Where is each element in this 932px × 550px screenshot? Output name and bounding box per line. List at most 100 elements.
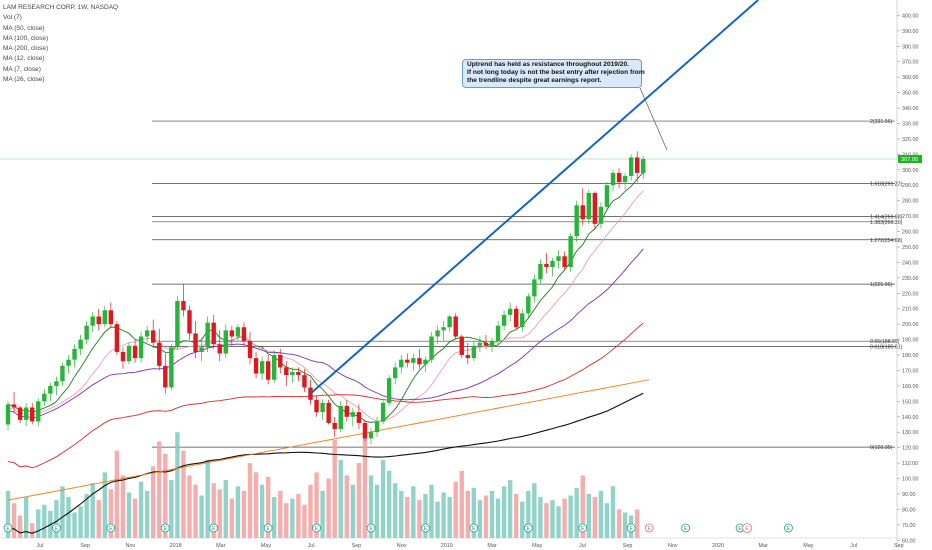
candle-body — [320, 402, 325, 413]
axes-layer — [0, 0, 898, 548]
time-tick-label: May — [803, 543, 813, 549]
price-tick-label: 150.00 — [902, 399, 919, 405]
legend-line-ma100[interactable]: MA (100, close) — [3, 34, 49, 42]
volume-bar — [477, 500, 483, 538]
volume-bar — [326, 478, 331, 538]
volume-bar — [23, 497, 29, 538]
candle-body — [120, 351, 126, 362]
earnings-markers[interactable]: E E E E E E E E E E E E E E E EEE — [3, 523, 793, 533]
volume-bar — [284, 503, 289, 538]
candle-body — [102, 310, 107, 325]
price-tick-label: 60.00 — [902, 538, 916, 544]
candle-body — [290, 372, 295, 376]
future-earnings-label: E — [745, 526, 749, 532]
candle-body — [48, 385, 53, 394]
legend-line-ma200[interactable]: MA (200, close) — [3, 45, 49, 53]
candle-body — [308, 387, 313, 400]
volume-bar — [538, 497, 543, 538]
price-tick-label: 260.00 — [902, 230, 919, 236]
candle-body — [199, 347, 204, 352]
volume-bar — [169, 480, 174, 538]
candle-body — [54, 381, 59, 386]
earnings-marker-label: E — [109, 526, 113, 532]
candle-body — [610, 172, 616, 186]
candle-body — [538, 263, 543, 280]
annotation-line-1: Uptrend has held as resistance throughou… — [467, 61, 629, 68]
volume-bar — [72, 512, 77, 538]
volume-bar — [259, 484, 265, 538]
volume-bar — [308, 484, 313, 538]
candle-body — [175, 301, 180, 348]
candle-body — [326, 402, 331, 423]
fib-level-label: 2(331.56) — [870, 119, 892, 125]
ma-line — [7, 171, 644, 423]
volume-bar — [344, 475, 349, 538]
candle-body — [108, 310, 114, 325]
earnings-marker — [421, 523, 430, 533]
candle-body — [362, 422, 368, 439]
volume-bar — [610, 486, 616, 538]
volume-bar — [598, 490, 604, 538]
resistance-trendline — [309, 0, 759, 395]
fib-level-label: 0.618(185.61) — [870, 344, 903, 350]
annotation-callout[interactable]: Uptrend has held as resistance throughou… — [462, 59, 645, 88]
candle-body — [580, 205, 585, 220]
legend-line-ma7[interactable]: MA (7, close) — [3, 65, 41, 73]
candle-body — [393, 367, 398, 379]
fib-level-label: 0(120.35) — [870, 445, 892, 451]
price-tick-label: 370.00 — [902, 60, 919, 66]
latest-earnings-label: E — [648, 526, 652, 532]
candle-body — [36, 401, 41, 422]
candle-body — [447, 316, 452, 328]
legend-line-ma26[interactable]: MA (26, close) — [3, 76, 45, 84]
candle-body — [429, 336, 434, 360]
volume-bar — [604, 503, 610, 538]
time-tick-label: Mar — [216, 543, 225, 549]
earnings-marker-label: E — [424, 526, 428, 532]
candle-body — [477, 342, 483, 346]
volume-bar — [144, 490, 150, 538]
volume-bar — [54, 500, 59, 538]
candle-body — [253, 358, 259, 374]
earnings-marker — [578, 523, 588, 533]
price-tick-label: 380.00 — [902, 44, 919, 50]
candle-body — [90, 316, 95, 326]
time-tick-label: Jul — [850, 543, 857, 549]
candle-body — [562, 256, 567, 268]
volume-bar — [635, 509, 640, 538]
candle-body — [489, 341, 495, 346]
price-axis: 60.00 70.00 80.00 90.00 100.00 110.00 120.00 13… — [897, 13, 922, 544]
candle-body — [259, 361, 265, 374]
volume-bar — [350, 484, 356, 538]
trendline[interactable] — [309, 0, 759, 395]
volume-bar — [429, 484, 434, 538]
candle-body — [399, 359, 404, 368]
price-tick-label: 390.00 — [902, 29, 919, 35]
volume-bar — [199, 495, 204, 538]
legend-line-ma12[interactable]: MA (12, close) — [3, 55, 45, 63]
volume-bar — [114, 450, 120, 538]
volume-bar — [586, 493, 591, 538]
volume-bar — [592, 497, 598, 538]
legend-line-ma50[interactable]: MA (50, close) — [3, 24, 45, 32]
volume-bar — [205, 460, 210, 538]
chart-symbol-title[interactable]: LAM RESEARCH CORP, 1W, NASDAQ — [3, 4, 119, 11]
volume-bar — [544, 503, 549, 538]
legend-line-vol[interactable]: Vol (7) — [3, 14, 22, 22]
candle-body — [405, 359, 410, 363]
volume-bar — [187, 475, 192, 538]
current-price-label: 307.00 — [901, 157, 918, 163]
candle-body — [350, 412, 356, 417]
candle-body — [247, 341, 253, 359]
candle-body — [423, 359, 428, 365]
candle-body — [532, 279, 537, 297]
candle-body — [586, 192, 591, 220]
volume-bar — [217, 489, 222, 538]
candle-body — [60, 365, 65, 382]
time-tick-label: 2018 — [170, 543, 182, 549]
candlesticks[interactable] — [5, 151, 646, 445]
volume-bar — [459, 470, 464, 538]
price-tick-label: 160.00 — [902, 384, 919, 390]
time-axis: Jul Sep Nov 2018 Mar May Jul Sep Nov 2019 Mar May Ju… — [37, 543, 904, 549]
